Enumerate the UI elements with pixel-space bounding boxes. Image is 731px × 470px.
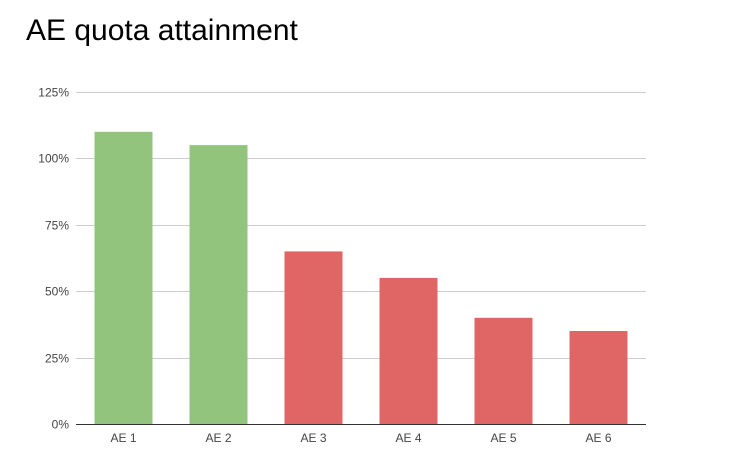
y-tick-label: 0% — [52, 418, 70, 432]
tick-labels: 0% 25% 50% 75% 100% 125% AE 1 AE 2 AE 3 AE 4 AE 5 A… — [38, 86, 612, 446]
x-tick-label: AE 3 — [300, 431, 326, 445]
y-tick-label: 75% — [45, 219, 69, 233]
y-tick-label: 50% — [45, 285, 69, 299]
x-tick-label: AE 2 — [205, 431, 231, 445]
bars — [94, 131, 628, 425]
bar-ae-5 — [474, 317, 533, 424]
bar-ae-3 — [284, 251, 343, 424]
bar-ae-6 — [569, 331, 628, 424]
bar-ae-4 — [379, 277, 438, 424]
gridlines — [76, 92, 646, 359]
chart-title: AE quota attainment — [26, 14, 298, 47]
x-tick-label: AE 1 — [110, 431, 136, 445]
bar-ae-1 — [94, 131, 153, 425]
bar-ae-2 — [189, 145, 248, 424]
y-tick-label: 100% — [38, 152, 69, 166]
y-tick-label: 125% — [38, 86, 69, 100]
y-tick-label: 25% — [45, 352, 69, 366]
x-tick-label: AE 6 — [585, 431, 611, 445]
x-tick-label: AE 5 — [490, 431, 516, 445]
x-tick-label: AE 4 — [395, 431, 421, 445]
